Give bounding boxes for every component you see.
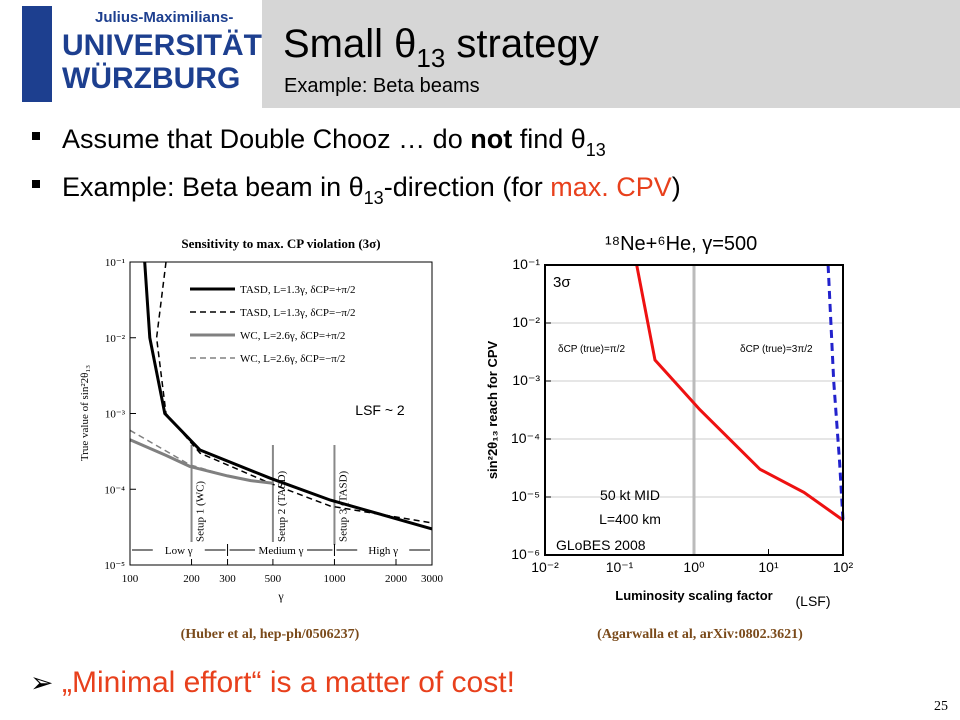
logo-text: UNIVERSITÄT [62, 29, 262, 62]
bullet-text: Example: Beta beam in θ13-direction (for… [62, 172, 681, 208]
x-tick-label: 500 [265, 573, 282, 585]
chart-title: Sensitivity to max. CP violation (3σ) [181, 236, 380, 251]
note: LSF ~ 2 [355, 402, 405, 418]
region-label-bg [255, 542, 307, 556]
x-tick-label: 300 [219, 573, 236, 585]
final-bullet: „Minimal effort“ is a matter of cost! [62, 666, 515, 699]
bullet [32, 180, 40, 188]
x-tick-label: 2000 [385, 573, 408, 585]
x-axis-label: Luminosity scaling factor [615, 588, 772, 603]
y-tick-label: 10⁻¹ [512, 256, 540, 272]
x-tick-label: 1000 [323, 573, 346, 585]
annotation: 3σ [553, 274, 571, 291]
y-axis-label: True value of sin²2θ₁₃ [79, 365, 91, 461]
y-tick-label: 10⁻¹ [105, 257, 125, 269]
logo-text: WÜRZBURG [62, 62, 240, 95]
citation: (Agarwalla et al, arXiv:0802.3621) [597, 627, 803, 642]
region-label-bg [152, 542, 205, 556]
region-label: Medium γ [259, 545, 304, 557]
y-axis-label: sin²2θ₁₃ reach for CPV [485, 341, 500, 480]
text: find θ [512, 124, 586, 154]
x-tick-label: 10⁻¹ [606, 559, 634, 575]
text: -direction (for [384, 172, 551, 202]
legend-label: TASD, L=1.3γ, δCP=+π/2 [240, 284, 356, 296]
x-tick-label: 100 [122, 573, 139, 585]
series-line [129, 438, 274, 485]
text: ) [672, 172, 681, 202]
y-tick-label: 10⁻³ [512, 372, 540, 388]
region-label: High γ [368, 545, 398, 557]
region-label-bg [357, 542, 410, 556]
x-axis-label: γ [277, 589, 284, 603]
title-sub: 13 [416, 43, 445, 73]
series-line [129, 429, 273, 485]
annotation-bg [554, 537, 646, 554]
legend-label: TASD, L=1.3γ, δCP=−π/2 [240, 307, 356, 319]
citation: (Huber et al, hep-ph/0506237) [181, 627, 360, 642]
slide-subtitle: Example: Beta beams [284, 75, 480, 97]
annotation: δCP (true)=π/2 [558, 344, 625, 355]
slide-title: Small θ13 strategy [283, 22, 599, 73]
x-tick-label: 10⁰ [683, 559, 705, 575]
y-tick-label: 10⁻⁴ [511, 430, 540, 446]
region-label: Low γ [165, 545, 193, 557]
y-tick-label: 10⁻³ [105, 409, 126, 421]
y-tick-label: 10⁻⁴ [104, 484, 125, 496]
plot-frame [129, 261, 433, 566]
final-bullet-marker: ➢ [30, 667, 53, 698]
text: Example: Beta beam in θ [62, 172, 364, 202]
y-tick-label: 10⁻⁵ [104, 560, 125, 572]
series-line [826, 264, 845, 521]
text: 13 [586, 140, 606, 160]
x-tick-label: 10¹ [758, 559, 779, 575]
y-tick-label: 10⁻² [512, 314, 540, 330]
title-text: Small θ [283, 22, 416, 66]
bullet [32, 132, 40, 140]
bullet-text: Assume that Double Chooz … do not find θ… [62, 124, 606, 160]
title-text: strategy [445, 22, 598, 66]
y-tick-label: 10⁻⁶ [511, 546, 540, 562]
x-tick-label: 200 [183, 573, 200, 585]
text: Assume that Double Chooz … do [62, 124, 470, 154]
x-tick-label: 10² [833, 559, 854, 575]
setup-label: Setup 1 (WC) [195, 481, 207, 542]
x-tick-label: 10⁻² [531, 559, 559, 575]
series-line [155, 261, 433, 524]
text: 13 [364, 188, 384, 208]
annotation: L=400 km [599, 511, 661, 527]
y-tick-label: 10⁻⁵ [511, 488, 540, 504]
setup-label: Setup 2 (TASD) [276, 470, 288, 542]
chart-title: ¹⁸Ne+⁶He, γ=500 [605, 233, 757, 255]
annotation: δCP (true)=3π/2 [740, 344, 813, 355]
note: (LSF) [796, 593, 831, 609]
legend-label: WC, L=2.6γ, δCP=−π/2 [240, 353, 345, 365]
series-line [635, 264, 844, 522]
text: not [470, 124, 512, 154]
logo-bar [22, 6, 52, 102]
logo-text: Julius-Maximilians- [95, 9, 233, 26]
x-tick-label: 3000 [421, 573, 444, 585]
series-line [143, 261, 433, 531]
annotation: 50 kt MID [600, 487, 660, 503]
annotation: GLoBES 2008 [556, 537, 646, 553]
text: max. CPV [550, 172, 672, 202]
setup-label: Setup 3 (TASD) [337, 470, 349, 542]
legend-label: WC, L=2.6γ, δCP=+π/2 [240, 330, 345, 342]
page-number: 25 [934, 699, 948, 714]
y-tick-label: 10⁻² [105, 333, 126, 345]
plot-frame [544, 264, 844, 556]
